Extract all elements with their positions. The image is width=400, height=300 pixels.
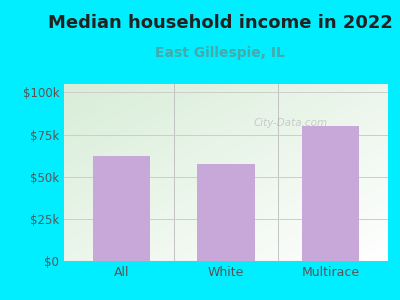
Text: City-Data.com: City-Data.com [254, 118, 328, 128]
Text: East Gillespie, IL: East Gillespie, IL [155, 46, 285, 61]
Bar [197, 164, 255, 261]
Bar [93, 157, 150, 261]
Bar [302, 126, 359, 261]
Text: Median household income in 2022: Median household income in 2022 [48, 14, 392, 32]
